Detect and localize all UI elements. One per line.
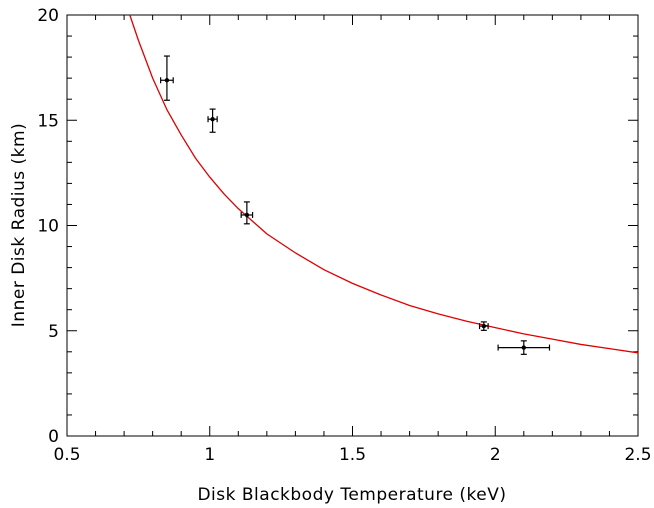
x-tick-label: 1.5 <box>339 445 366 465</box>
fit-curve <box>129 14 639 354</box>
axis-ticks <box>66 14 639 437</box>
data-point <box>478 321 489 331</box>
fit-layer <box>129 14 639 354</box>
tick-labels: 0.5 1 1.5 2 2.5 0 5 10 15 20 <box>37 6 651 465</box>
y-tick-label: 0 <box>48 427 59 447</box>
y-tick-label: 20 <box>37 6 59 26</box>
points-layer <box>160 55 551 355</box>
x-tick-label: 2.5 <box>624 445 651 465</box>
x-axis-label: Disk Blackbody Temperature (keV) <box>197 485 506 505</box>
data-point <box>240 201 254 225</box>
point-marker <box>244 212 250 218</box>
y-tick-label: 15 <box>37 111 59 131</box>
data-point <box>497 340 551 355</box>
x-tick-label: 0.5 <box>53 445 80 465</box>
point-marker <box>164 78 170 83</box>
y-axis-label: Inner Disk Radius (km) <box>9 123 29 327</box>
point-marker <box>210 116 215 122</box>
data-point <box>160 55 174 101</box>
point-marker <box>481 323 487 329</box>
x-tick-label: 2 <box>490 445 501 465</box>
point-marker <box>521 345 526 350</box>
x-tick-label: 1 <box>204 445 215 465</box>
data-point <box>207 108 218 133</box>
y-tick-label: 5 <box>48 322 59 342</box>
y-tick-label: 10 <box>37 217 59 237</box>
